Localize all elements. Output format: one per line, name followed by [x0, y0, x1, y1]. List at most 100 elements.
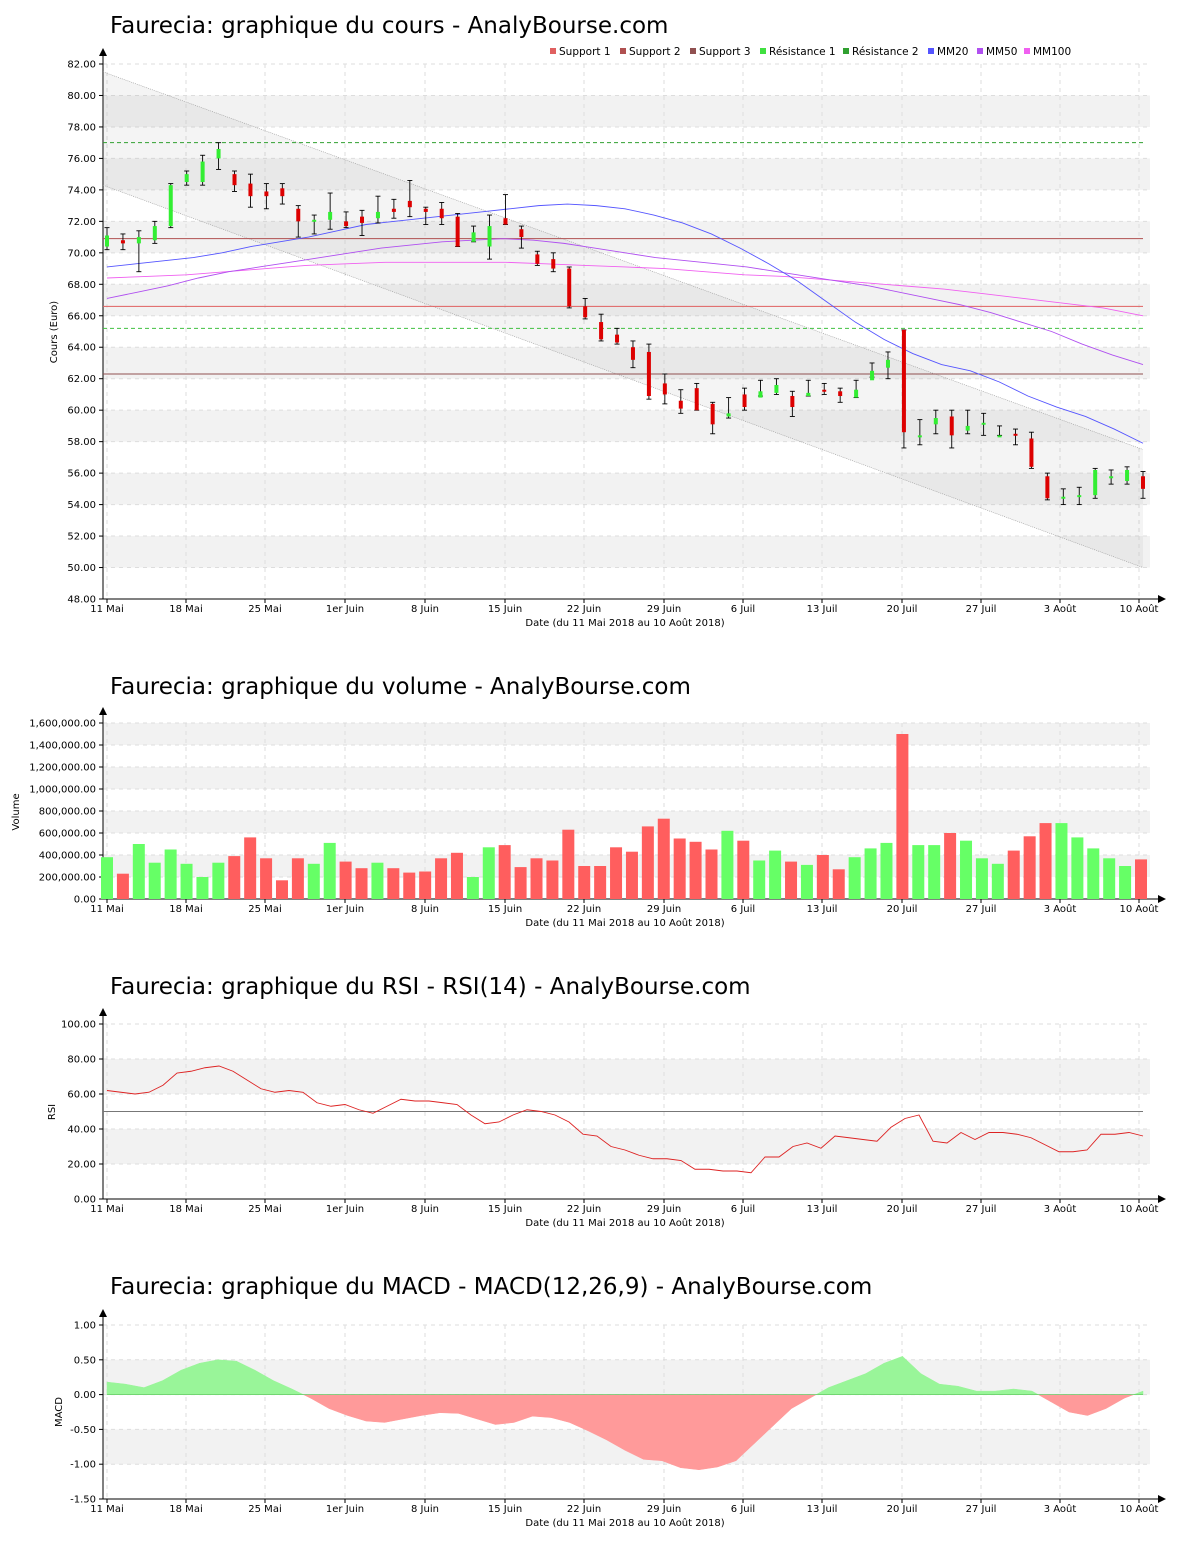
- volume-bar: [355, 868, 368, 899]
- volume-bar: [1055, 823, 1068, 899]
- price-y-tick-label: 54.00: [67, 500, 96, 511]
- candle-body: [184, 174, 189, 183]
- macd-area-segment: [106, 1381, 126, 1395]
- macd-x-axis-label: Date (du 11 Mai 2018 au 10 Août 2018): [525, 1517, 724, 1529]
- candle-body: [1077, 495, 1082, 498]
- volume-bar: [228, 856, 241, 899]
- candle-body: [981, 422, 986, 425]
- rsi-y-tick-label: 60.00: [67, 1090, 96, 1101]
- volume-bar: [689, 841, 702, 899]
- price-x-tick-label: 11 Mai: [90, 604, 123, 615]
- price-x-tick-label: 1er Juin: [326, 604, 364, 615]
- volume-bar: [1023, 836, 1036, 899]
- macd-x-tick-label: 15 Juin: [488, 1504, 522, 1515]
- candle-body: [583, 306, 588, 318]
- volume-bar: [1039, 823, 1052, 899]
- rsi-band: [103, 1059, 1150, 1094]
- candle-body: [296, 208, 301, 222]
- volume-x-tick-label: 1er Juin: [326, 904, 364, 915]
- candle-body: [519, 229, 524, 238]
- volume-x-tick-label: 20 Juil: [887, 904, 918, 915]
- volume-bar: [991, 863, 1004, 899]
- candle-body: [694, 388, 699, 411]
- price-y-tick-label: 64.00: [67, 343, 96, 354]
- rsi-line: [106, 1065, 1144, 1174]
- volume-bar: [975, 858, 988, 899]
- volume-bar: [196, 877, 209, 899]
- rsi-x-tick-label: 27 Juil: [966, 1204, 997, 1215]
- price-y-tick-label: 72.00: [67, 217, 96, 228]
- candle-body: [328, 211, 333, 220]
- macd-area-segment: [569, 1394, 589, 1432]
- macd-area-segment: [1050, 1394, 1070, 1413]
- rsi-chart-title: Faurecia: graphique du RSI - RSI(14) - A…: [110, 974, 751, 1000]
- price-y-tick-label: 60.00: [67, 406, 96, 417]
- price-band: [103, 536, 1150, 568]
- price-y-axis-label: Cours (Euro): [49, 301, 60, 364]
- price-x-tick-label: 13 Juil: [807, 604, 838, 615]
- price-chart-title: Faurecia: graphique du cours - AnalyBour…: [110, 13, 668, 39]
- macd-x-tick-label: 13 Juil: [807, 1504, 838, 1515]
- macd-area-segment: [661, 1394, 681, 1469]
- candle-body: [407, 200, 412, 208]
- volume-bar: [673, 838, 686, 899]
- price-x-tick-label: 25 Mai: [248, 604, 281, 615]
- price-y-tick-label: 68.00: [67, 280, 96, 291]
- macd-x-tick-label: 20 Juil: [887, 1504, 918, 1515]
- volume-y-tick-label: 800,000.00: [39, 807, 96, 818]
- volume-bar: [800, 864, 813, 899]
- price-chart: 48.00 50.00 52.00 54.00 56.00 58.00 60.00 62.00…: [67, 48, 1166, 615]
- volume-bar: [275, 880, 288, 899]
- macd-area-segment: [791, 1394, 811, 1409]
- candle-body: [360, 216, 365, 223]
- price-y-tick-label: 58.00: [67, 437, 96, 448]
- candle-body: [742, 394, 747, 408]
- volume-bar: [450, 852, 463, 899]
- volume-bar: [944, 833, 957, 899]
- candle-body: [917, 435, 922, 438]
- candle-body: [1125, 469, 1130, 481]
- candle-body: [933, 418, 938, 425]
- volume-y-tick-label: 1,400,000.00: [29, 741, 96, 752]
- price-legend: Support 1 Support 2 Support 3 Résistance…: [550, 46, 1071, 58]
- legend-item-mm50: MM50: [977, 46, 1017, 58]
- macd-area-segment: [809, 1394, 818, 1399]
- volume-bar: [562, 829, 575, 899]
- macd-x-tick-label: 27 Juil: [966, 1504, 997, 1515]
- volume-bar: [816, 855, 829, 899]
- volume-bar: [466, 877, 479, 899]
- legend-swatch: [928, 48, 934, 54]
- candle-body: [885, 359, 890, 368]
- candle-body: [439, 208, 444, 219]
- macd-x-tick-label: 11 Mai: [90, 1504, 123, 1515]
- volume-bar: [1007, 850, 1020, 899]
- macd-y-tick-label: 1.00: [74, 1321, 96, 1332]
- candle-body: [870, 370, 875, 381]
- candle-body: [1141, 476, 1145, 489]
- candle-body: [1045, 476, 1050, 499]
- volume-bar: [848, 857, 861, 899]
- rsi-band: [103, 1129, 1150, 1164]
- candle-body: [646, 351, 651, 397]
- price-y-tick-label: 78.00: [67, 122, 96, 133]
- candle-body: [949, 416, 954, 436]
- macd-chart-title: Faurecia: graphique du MACD - MACD(12,26…: [110, 1274, 872, 1300]
- legend-swatch: [550, 48, 556, 54]
- rsi-x-tick-label: 25 Mai: [248, 1204, 281, 1215]
- volume-bar: [657, 818, 670, 899]
- price-band: [103, 284, 1150, 316]
- volume-bar: [832, 869, 845, 899]
- volume-bar: [1071, 837, 1084, 899]
- macd-area-segment: [384, 1394, 404, 1423]
- volume-bar: [769, 850, 782, 899]
- macd-area-segment: [976, 1390, 996, 1395]
- rsi-chart: 0.00 20.00 40.00 60.00 80.00 100.00 11 Mai 18 M…: [61, 1008, 1166, 1215]
- rsi-x-tick-label: 22 Juin: [567, 1204, 601, 1215]
- price-trend-channel: [103, 71, 1143, 568]
- price-x-tick-label: 18 Mai: [169, 604, 202, 615]
- candle-body: [1061, 496, 1066, 499]
- macd-area-segment: [680, 1394, 700, 1471]
- price-y-tick-label: 82.00: [67, 60, 96, 71]
- price-x-tick-label: 8 Juin: [411, 604, 439, 615]
- price-x-tick-label: 6 Juil: [731, 604, 755, 615]
